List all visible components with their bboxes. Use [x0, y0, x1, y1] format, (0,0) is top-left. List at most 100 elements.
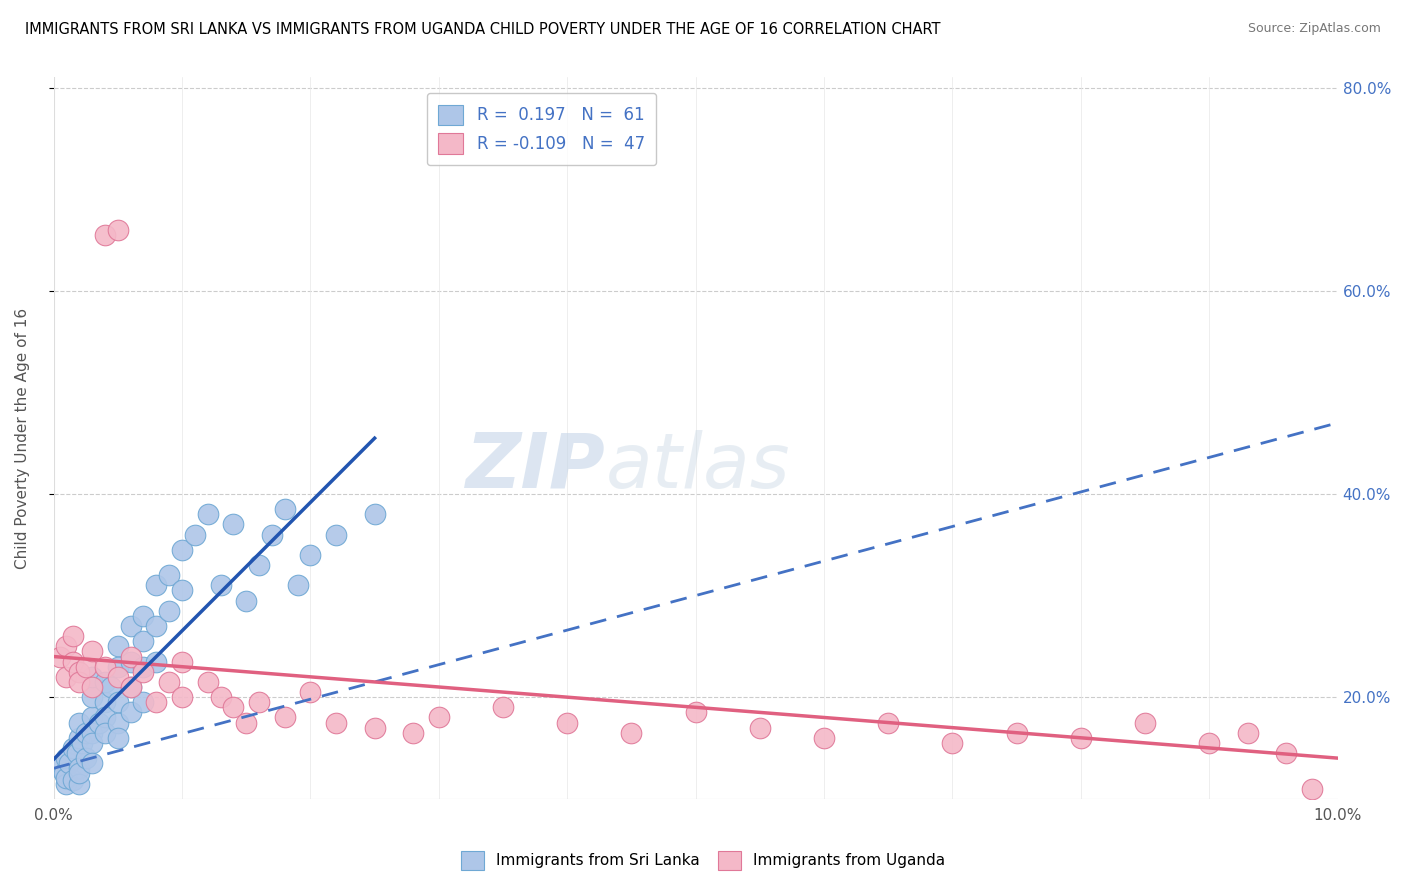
Point — [274, 502, 297, 516]
Point — [363, 721, 385, 735]
Point — [222, 700, 245, 714]
Point — [107, 695, 129, 709]
Point — [427, 710, 450, 724]
Point — [274, 710, 297, 724]
Point — [55, 772, 77, 786]
Point — [67, 761, 90, 775]
Point — [82, 725, 104, 739]
Point — [120, 619, 142, 633]
Point — [555, 715, 578, 730]
Point — [94, 659, 117, 673]
Point — [49, 649, 72, 664]
Point — [170, 690, 193, 705]
Point — [620, 725, 643, 739]
Point — [170, 655, 193, 669]
Point — [120, 655, 142, 669]
Point — [325, 527, 347, 541]
Point — [235, 715, 257, 730]
Point — [1005, 725, 1028, 739]
Point — [82, 736, 104, 750]
Point — [132, 608, 155, 623]
Point — [235, 593, 257, 607]
Point — [299, 685, 322, 699]
Point — [197, 508, 219, 522]
Point — [145, 655, 167, 669]
Point — [941, 736, 963, 750]
Point — [67, 776, 90, 790]
Point — [287, 578, 309, 592]
Point — [260, 527, 283, 541]
Point — [120, 706, 142, 720]
Point — [62, 741, 84, 756]
Point — [107, 659, 129, 673]
Point — [209, 690, 232, 705]
Point — [107, 715, 129, 730]
Point — [402, 725, 425, 739]
Point — [55, 776, 77, 790]
Point — [94, 227, 117, 242]
Point — [184, 527, 207, 541]
Point — [100, 680, 122, 694]
Point — [82, 670, 104, 684]
Point — [82, 680, 104, 694]
Point — [197, 674, 219, 689]
Point — [87, 715, 110, 730]
Point — [170, 583, 193, 598]
Point — [363, 508, 385, 522]
Point — [209, 578, 232, 592]
Point — [157, 674, 180, 689]
Point — [70, 736, 93, 750]
Point — [157, 568, 180, 582]
Point — [1301, 781, 1323, 796]
Point — [49, 761, 72, 775]
Point — [82, 710, 104, 724]
Point — [82, 644, 104, 658]
Point — [299, 548, 322, 562]
Point — [1275, 746, 1298, 760]
Point — [132, 665, 155, 679]
Legend: R =  0.197   N =  61, R = -0.109   N =  47: R = 0.197 N = 61, R = -0.109 N = 47 — [426, 93, 657, 165]
Point — [120, 680, 142, 694]
Point — [55, 751, 77, 765]
Point — [55, 640, 77, 654]
Point — [120, 649, 142, 664]
Point — [67, 731, 90, 745]
Point — [145, 578, 167, 592]
Point — [55, 670, 77, 684]
Point — [67, 665, 90, 679]
Point — [1070, 731, 1092, 745]
Point — [132, 634, 155, 648]
Point — [107, 640, 129, 654]
Point — [75, 725, 97, 739]
Text: atlas: atlas — [606, 430, 790, 504]
Point — [1198, 736, 1220, 750]
Point — [94, 674, 117, 689]
Point — [1236, 725, 1258, 739]
Point — [222, 517, 245, 532]
Point — [145, 695, 167, 709]
Point — [132, 695, 155, 709]
Point — [67, 715, 90, 730]
Point — [82, 690, 104, 705]
Point — [75, 659, 97, 673]
Point — [67, 766, 90, 780]
Point — [247, 558, 270, 573]
Point — [170, 542, 193, 557]
Text: ZIP: ZIP — [465, 430, 606, 504]
Point — [82, 756, 104, 771]
Point — [62, 629, 84, 643]
Point — [67, 674, 90, 689]
Point — [94, 710, 117, 724]
Point — [62, 655, 84, 669]
Point — [75, 751, 97, 765]
Text: IMMIGRANTS FROM SRI LANKA VS IMMIGRANTS FROM UGANDA CHILD POVERTY UNDER THE AGE : IMMIGRANTS FROM SRI LANKA VS IMMIGRANTS … — [25, 22, 941, 37]
Point — [157, 604, 180, 618]
Point — [62, 773, 84, 788]
Point — [94, 695, 117, 709]
Legend: Immigrants from Sri Lanka, Immigrants from Uganda: Immigrants from Sri Lanka, Immigrants fr… — [453, 843, 953, 877]
Point — [58, 756, 80, 771]
Point — [120, 680, 142, 694]
Point — [132, 659, 155, 673]
Y-axis label: Child Poverty Under the Age of 16: Child Poverty Under the Age of 16 — [15, 308, 30, 569]
Point — [247, 695, 270, 709]
